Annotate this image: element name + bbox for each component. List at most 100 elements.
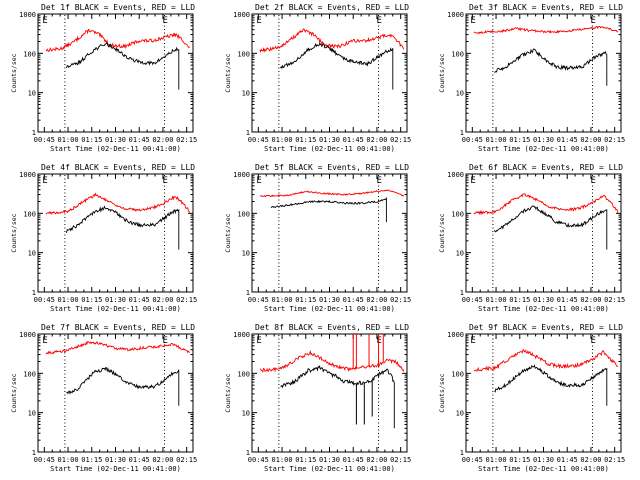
flag-label: E	[163, 16, 168, 26]
x-tick-label: 01:30	[319, 296, 340, 304]
series-lld-line	[473, 348, 619, 372]
y-tick-label: 1	[32, 129, 36, 137]
flag-label: E	[377, 336, 382, 346]
flag-label: E	[377, 176, 382, 186]
x-tick-label: 01:30	[533, 296, 554, 304]
chart-panel-8: Det 8f BLACK = Events, RED = LLD 1 10 100 10…	[224, 323, 411, 473]
x-tick-label: 02:00	[580, 296, 601, 304]
x-tick-label: 01:30	[319, 136, 340, 144]
chart-panel-4: Det 4f BLACK = Events, RED = LLD 1 10 100 10…	[10, 163, 197, 313]
x-tick-label: 01:30	[533, 456, 554, 464]
series-lld-line	[45, 28, 191, 53]
x-tick-label: 01:00	[272, 296, 293, 304]
x-tick-label: 01:15	[295, 136, 316, 144]
y-tick-label: 10	[242, 250, 250, 258]
x-tick-label: 01:45	[343, 296, 364, 304]
y-axis-label: Counts/sec	[438, 213, 446, 252]
x-tick-label: 02:00	[366, 136, 387, 144]
flag-label: E	[470, 336, 475, 346]
y-tick-label: 100	[23, 210, 36, 218]
y-tick-label: 10	[242, 410, 250, 418]
x-tick-label: 01:45	[343, 136, 364, 144]
x-tick-label: 01:15	[81, 136, 102, 144]
x-tick-label: 01:00	[58, 136, 79, 144]
x-axis-label: Start Time (02-Dec-11 00:41:00)	[478, 305, 609, 313]
y-tick-label: 1	[460, 129, 464, 137]
x-tick-label: 01:15	[295, 456, 316, 464]
y-tick-label: 1	[32, 289, 36, 297]
flag-label: E	[42, 16, 47, 26]
x-tick-label: 02:00	[580, 456, 601, 464]
flag-label: E	[256, 336, 261, 346]
x-tick-label: 02:15	[390, 456, 411, 464]
series-lld-line	[259, 189, 405, 198]
y-tick-label: 1	[246, 129, 250, 137]
flag-label: E	[163, 336, 168, 346]
x-tick-label: 00:45	[462, 456, 483, 464]
y-axis-label: Counts/sec	[10, 213, 18, 252]
y-tick-label: 100	[23, 50, 36, 58]
y-tick-label: 1000	[447, 11, 464, 19]
x-tick-label: 02:15	[604, 136, 625, 144]
x-tick-label: 02:15	[604, 296, 625, 304]
y-tick-label: 10	[28, 90, 36, 98]
x-tick-label: 01:30	[319, 456, 340, 464]
y-tick-label: 1	[246, 289, 250, 297]
x-axis-label: Start Time (02-Dec-11 00:41:00)	[264, 145, 395, 153]
x-tick-label: 02:15	[604, 456, 625, 464]
x-tick-label: 01:15	[295, 296, 316, 304]
y-tick-label: 10	[456, 250, 464, 258]
x-axis-label: Start Time (02-Dec-11 00:41:00)	[264, 305, 395, 313]
x-tick-label: 01:45	[129, 136, 150, 144]
y-tick-label: 1000	[447, 331, 464, 339]
x-tick-label: 01:00	[486, 136, 507, 144]
y-tick-label: 10	[242, 90, 250, 98]
series-events-line	[66, 205, 180, 250]
x-axis-label: Start Time (02-Dec-11 00:41:00)	[50, 305, 181, 313]
x-tick-label: 02:00	[152, 296, 173, 304]
y-tick-label: 1000	[233, 171, 250, 179]
flag-label: E	[256, 16, 261, 26]
y-tick-label: 1000	[19, 11, 36, 19]
y-tick-label: 10	[456, 90, 464, 98]
series-events-line	[494, 364, 608, 406]
chart-panel-6: Det 6f BLACK = Events, RED = LLD 1 10 100 10…	[438, 163, 625, 313]
x-tick-label: 01:00	[272, 136, 293, 144]
y-tick-label: 1	[32, 449, 36, 457]
x-tick-label: 00:45	[248, 136, 269, 144]
flag-label: E	[163, 176, 168, 186]
plot-frame	[251, 173, 408, 293]
x-tick-label: 01:15	[509, 456, 530, 464]
y-tick-label: 100	[237, 210, 250, 218]
flag-label: E	[377, 16, 382, 26]
x-tick-label: 01:15	[81, 456, 102, 464]
x-tick-label: 01:45	[557, 296, 578, 304]
x-tick-label: 00:45	[462, 296, 483, 304]
series-events-line	[280, 42, 394, 90]
flag-label: E	[591, 176, 596, 186]
y-tick-label: 100	[237, 50, 250, 58]
series-lld-line	[45, 341, 190, 355]
series-events-line	[66, 42, 180, 90]
chart-panel-7: Det 7f BLACK = Events, RED = LLD 1 10 100 10…	[10, 323, 197, 473]
series-events-line	[270, 196, 387, 223]
x-tick-label: 01:45	[557, 136, 578, 144]
chart-title: Det 7f BLACK = Events, RED = LLD	[41, 323, 195, 332]
y-tick-label: 1	[460, 449, 464, 457]
x-tick-label: 02:15	[390, 296, 411, 304]
chart-title: Det 6f BLACK = Events, RED = LLD	[469, 163, 623, 172]
series-lld-line	[259, 28, 405, 53]
x-tick-label: 02:00	[152, 456, 173, 464]
chart-title: Det 5f BLACK = Events, RED = LLD	[255, 163, 409, 172]
x-tick-label: 00:45	[248, 296, 269, 304]
x-tick-label: 01:00	[58, 456, 79, 464]
chart-panel-2: Det 2f BLACK = Events, RED = LLD 1 10 100 10…	[224, 3, 411, 153]
x-tick-label: 00:45	[34, 296, 55, 304]
x-axis-label: Start Time (02-Dec-11 00:41:00)	[478, 465, 609, 473]
chart-title: Det 8f BLACK = Events, RED = LLD	[255, 323, 409, 332]
series-lld-line	[45, 192, 191, 215]
y-tick-label: 100	[451, 370, 464, 378]
flag-label: E	[591, 16, 596, 26]
chart-panel-5: Det 5f BLACK = Events, RED = LLD 1 10 100 10…	[224, 163, 411, 313]
y-tick-label: 1000	[233, 11, 250, 19]
